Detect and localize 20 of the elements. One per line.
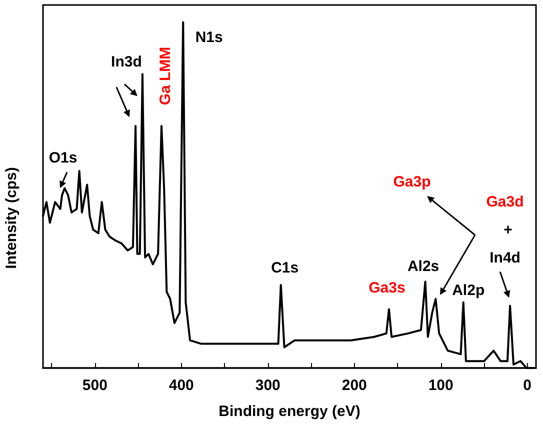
annotation: Al2s	[407, 258, 440, 276]
annotation: O1s	[48, 150, 78, 167]
annotation: Al2p	[452, 282, 485, 299]
annotation: Ga LMM	[156, 46, 174, 106]
x-tick-label: 0	[523, 377, 532, 394]
y-axis-title: Intensity (cps)	[3, 167, 20, 269]
annotation: In3d	[111, 54, 142, 71]
annotation: +	[504, 222, 513, 238]
annotation: C1s	[271, 260, 299, 277]
annotation: Ga3p	[393, 174, 431, 190]
annotation: N1s	[195, 28, 223, 46]
x-axis-title: Binding energy (eV)	[218, 403, 360, 420]
x-tick-label: 400	[168, 377, 194, 394]
x-tick-label: 100	[428, 377, 454, 394]
annotation: In4d	[490, 249, 520, 266]
annotation: Ga3d	[486, 194, 524, 210]
x-tick-label: 300	[255, 377, 280, 394]
x-tick-label: 200	[342, 377, 367, 394]
x-tick-label: 500	[82, 377, 108, 394]
annotation: Ga3s	[368, 280, 406, 297]
